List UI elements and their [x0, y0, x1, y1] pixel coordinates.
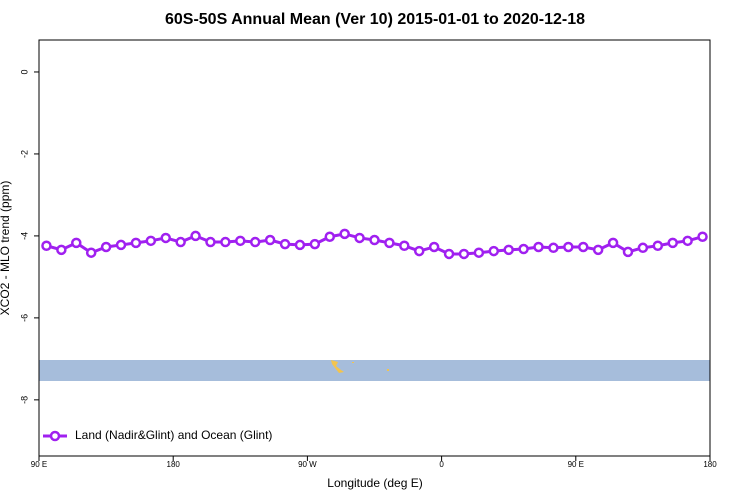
map-strip: [39, 360, 710, 381]
land-patch: [387, 369, 389, 371]
point: [473, 247, 485, 258]
point: [384, 237, 395, 249]
point: [607, 237, 619, 249]
x-tick-label: 90 E: [31, 460, 47, 469]
point: [652, 240, 664, 251]
point: [667, 237, 678, 249]
x-tick-label: 180: [167, 460, 181, 469]
point: [413, 245, 425, 257]
point: [41, 240, 52, 251]
x-axis-label: Longitude (deg E): [327, 476, 422, 490]
point: [145, 235, 157, 247]
point: [578, 241, 589, 253]
point: [592, 244, 604, 256]
point: [85, 247, 97, 258]
point: [428, 241, 440, 253]
point: [518, 243, 529, 255]
point: [622, 246, 634, 258]
y-axis-label: XCO2 - MLO trend (ppm): [0, 181, 12, 316]
point: [264, 234, 276, 246]
point: [503, 244, 514, 256]
point: [235, 235, 246, 247]
land-patch: [352, 362, 354, 363]
y-tick-label: -8: [19, 396, 29, 404]
point: [56, 244, 67, 256]
point: [175, 236, 186, 248]
point: [488, 245, 500, 257]
point: [637, 242, 649, 254]
point: [324, 231, 336, 242]
point: [130, 237, 142, 249]
point: [548, 242, 559, 254]
point: [100, 241, 112, 253]
point: [399, 240, 410, 251]
point: [458, 248, 470, 260]
point: [443, 248, 455, 260]
y-tick-label: -4: [19, 232, 29, 240]
point: [115, 239, 127, 251]
chart-title: 60S-50S Annual Mean (Ver 10) 2015-01-01 …: [165, 11, 585, 28]
legend-marker: [49, 430, 61, 442]
point: [190, 230, 201, 242]
point: [533, 241, 544, 253]
point: [71, 237, 82, 249]
point: [339, 228, 350, 240]
point: [160, 232, 171, 244]
point: [682, 235, 693, 247]
point: [354, 232, 365, 244]
point: [205, 236, 216, 248]
point: [279, 238, 291, 250]
x-tick-label: 90 E: [568, 460, 584, 469]
y-tick-label: -2: [19, 150, 29, 158]
point: [369, 234, 380, 246]
land-patch: [331, 360, 344, 373]
plot-frame: [38, 39, 711, 457]
x-tick-label: 180: [703, 460, 717, 469]
y-tick-label: -6: [19, 314, 29, 322]
point: [309, 238, 321, 250]
point: [294, 239, 306, 251]
x-tick-label: 90 W: [298, 460, 317, 469]
point: [249, 236, 261, 248]
legend-label: Land (Nadir&Glint) and Ocean (Glint): [75, 428, 272, 442]
point: [563, 241, 574, 253]
x-tick-label: 0: [439, 460, 444, 469]
point: [697, 231, 708, 242]
y-tick-label: 0: [19, 69, 29, 74]
point: [220, 236, 231, 248]
